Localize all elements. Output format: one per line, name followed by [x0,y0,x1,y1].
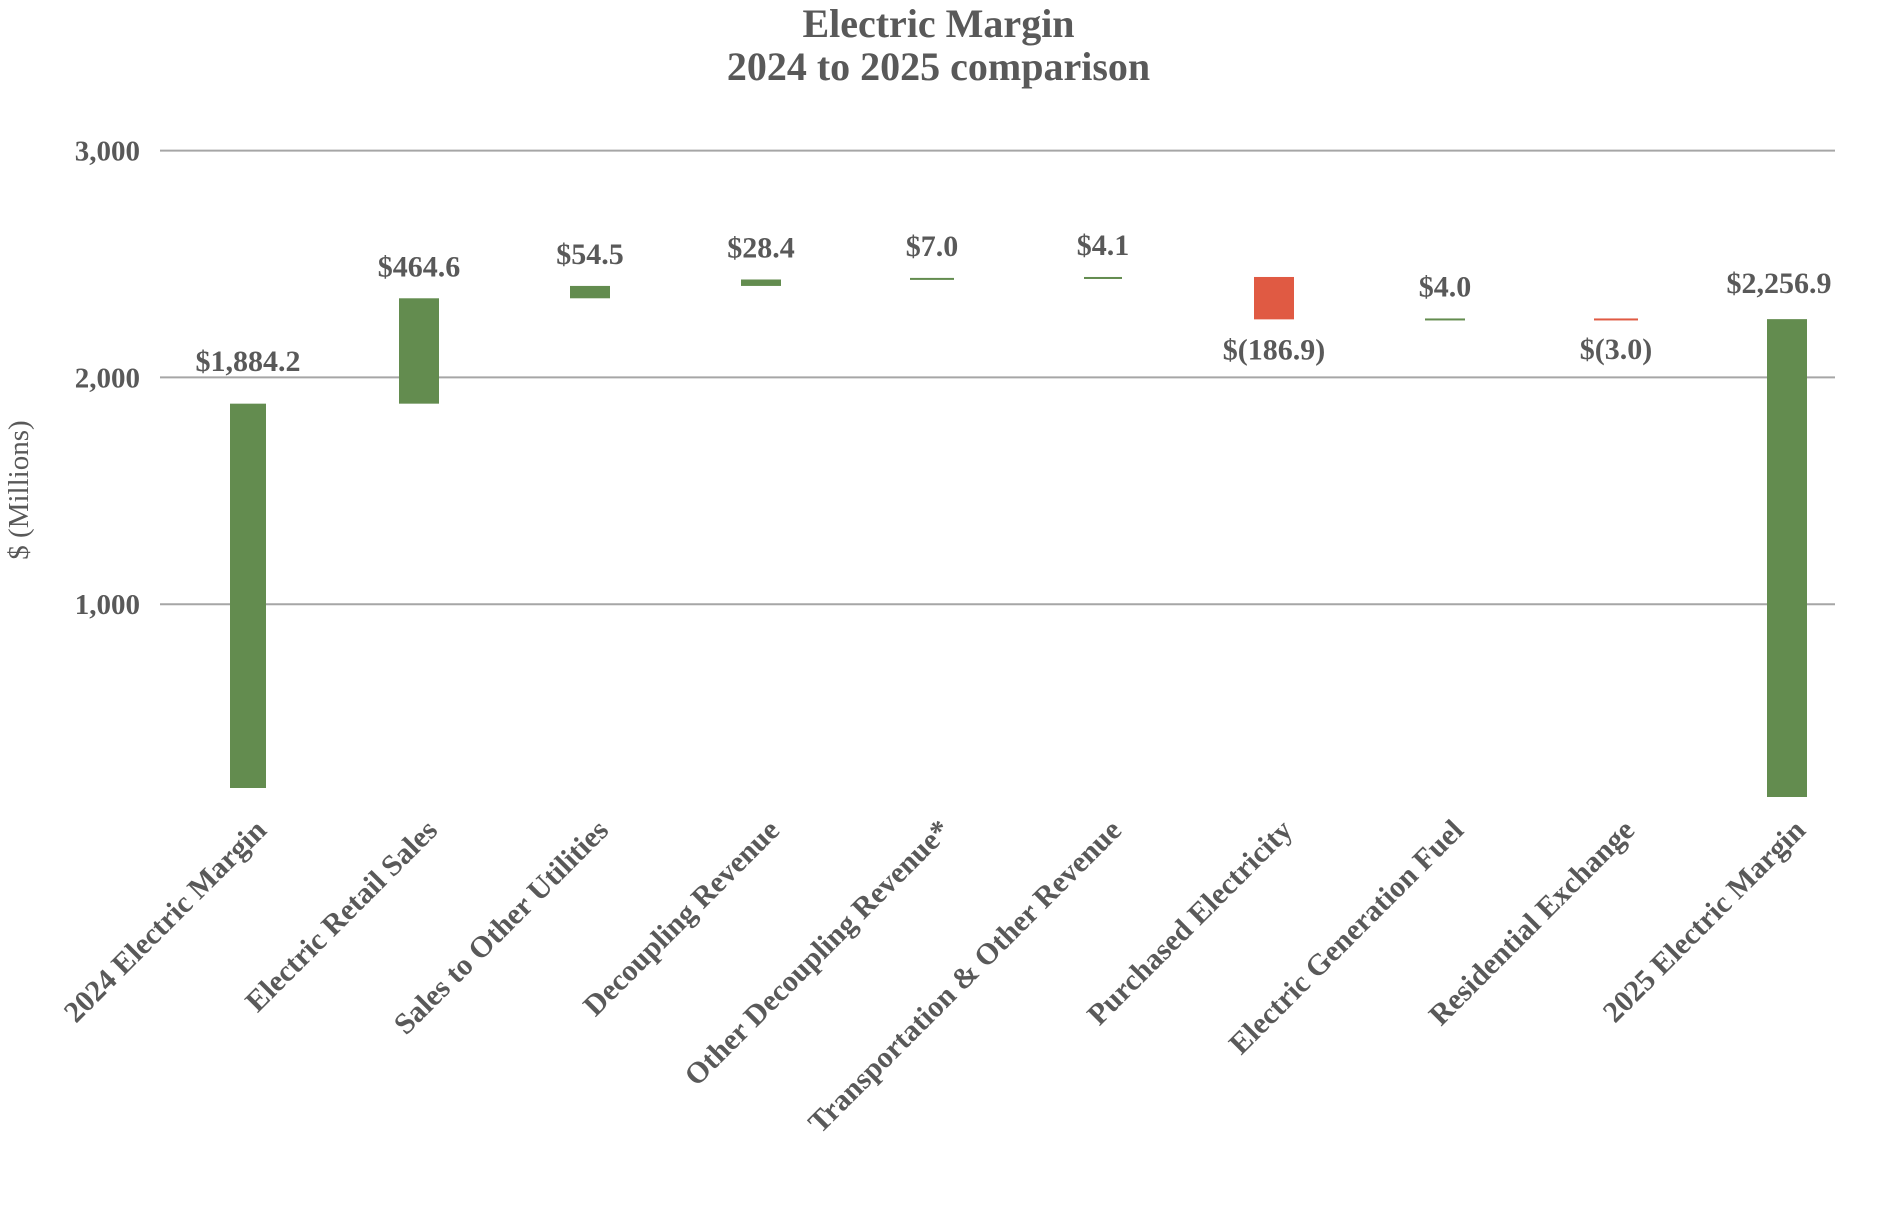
bar-increase [230,403,266,788]
chart-subtitle: 2024 to 2025 comparison [726,44,1151,89]
data-label: $28.4 [727,231,795,264]
data-label: $4.0 [1419,270,1472,303]
x-tick-label: Decoupling Revenue [577,814,786,1023]
data-label: $4.1 [1077,229,1130,262]
bar-increase [1767,319,1807,797]
x-tick-label: Transportation & Other Revenue [802,814,1128,1140]
y-axis-label: $ (Millions) [3,420,35,559]
bar-increase [399,298,439,404]
x-tick-label: Electric Retail Sales [239,814,444,1019]
y-tick-label: 3,000 [75,136,140,168]
data-label: $1,884.2 [196,345,301,378]
data-label: $2,256.9 [1727,267,1832,300]
bar-decrease [1254,276,1294,320]
bar-increase [1425,318,1465,321]
chart-title: Electric Margin [802,1,1075,46]
bar-decrease [1594,318,1638,321]
data-label: $464.6 [378,250,461,283]
bar-increase [741,279,781,286]
bar-increase [1084,276,1122,279]
data-label: $(3.0) [1580,333,1652,366]
bar-increase [910,277,954,280]
data-label: $7.0 [906,230,959,263]
y-tick-label: 2,000 [75,362,140,394]
y-tick-label: 1,000 [75,589,140,621]
data-label: $(186.9) [1223,333,1325,366]
data-label: $54.5 [556,238,624,271]
bar-increase [570,285,610,299]
